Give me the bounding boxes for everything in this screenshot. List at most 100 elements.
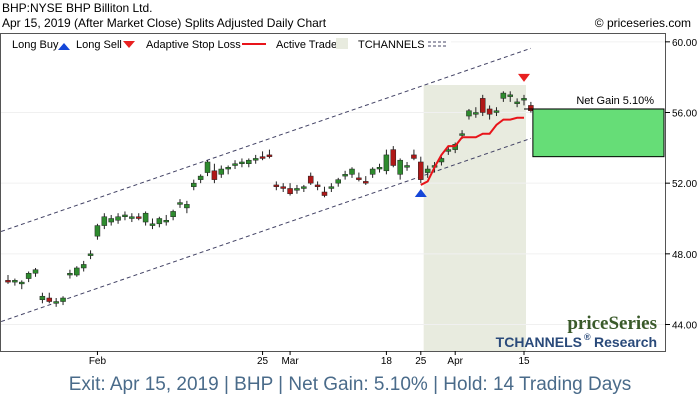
candle-up: [397, 159, 403, 175]
candle-up: [507, 94, 513, 97]
candle-up: [500, 92, 507, 99]
red-down-arrow-icon: [123, 41, 135, 48]
candle-up: [163, 220, 169, 223]
active-trade-swatch: [336, 38, 348, 49]
registered-mark: ®: [584, 332, 591, 342]
candle-down: [307, 175, 314, 184]
candle-up: [39, 295, 46, 301]
candle-up: [342, 174, 348, 177]
candle-up: [521, 98, 527, 101]
x-tick-label: 25: [257, 356, 269, 367]
candle-up: [149, 223, 156, 226]
tchannel-upper: [0, 47, 532, 232]
candle-up: [156, 218, 163, 225]
plot-frame: [0, 33, 666, 352]
candle-up: [239, 161, 245, 164]
candle-up: [129, 216, 135, 219]
x-tick-label: 25: [415, 356, 427, 367]
candle-up: [67, 273, 73, 276]
candle-down: [321, 191, 328, 196]
net-gain-label: Net Gain 5.10%: [576, 95, 654, 107]
candle-down: [486, 108, 493, 115]
candle-up: [204, 161, 211, 173]
candle-up: [466, 110, 472, 117]
candle-down: [46, 297, 53, 302]
candle-up: [328, 186, 335, 189]
candle-down: [273, 184, 280, 187]
y-tick-label: 48.00: [672, 250, 697, 261]
copyright-text: © priceseries.com: [594, 16, 691, 30]
x-tick-label: Apr: [447, 356, 463, 367]
chart-area: Net Gain 5.10% 44.00 48.00 52.00 56.00 60.00…: [0, 33, 697, 367]
candle-up: [108, 218, 114, 223]
candle-up: [246, 159, 252, 164]
candle-down: [528, 105, 534, 111]
candle-up: [301, 186, 307, 189]
x-tick-label: Feb: [89, 356, 107, 367]
blue-up-arrow-icon: [58, 43, 70, 50]
candle-up: [60, 297, 66, 302]
candle-up: [369, 168, 376, 175]
legend-adaptive-stop: Adaptive Stop Loss: [146, 39, 241, 51]
chart-title: BHP:NYSE BHP Billiton Ltd.: [2, 1, 153, 15]
legend: Long Buy Long Sell Adaptive Stop Loss Ac…: [1, 34, 451, 53]
candle-up: [514, 101, 520, 104]
footer-summary: Exit: Apr 15, 2019 | BHP | Net Gain: 5.1…: [0, 370, 700, 400]
candle-up: [12, 280, 18, 283]
net-gain-box: [532, 108, 665, 158]
candle-down: [287, 188, 293, 195]
candle-up: [404, 165, 410, 168]
legend-long-sell: Long Sell: [76, 39, 122, 51]
candle-down: [259, 156, 266, 159]
candle-down: [479, 98, 486, 113]
legend-active-trade: Active Trade: [276, 39, 337, 51]
candle-up: [32, 269, 39, 274]
candle-down: [266, 154, 273, 157]
adaptive-stop-loss-line: [420, 116, 524, 186]
candle-up: [142, 212, 149, 223]
candle-up: [252, 158, 259, 161]
candle-up: [335, 179, 341, 184]
candle-down: [314, 184, 321, 187]
x-axis: Feb 25 Mar 18 25 Apr 15: [89, 351, 530, 367]
candle-up: [294, 188, 300, 191]
priceseries-logo: priceSeries: [567, 313, 657, 334]
candle-up: [87, 253, 94, 256]
research-text: Research: [594, 334, 657, 350]
tchannels-brand: TCHANNELS: [496, 334, 582, 350]
candle-up: [473, 112, 479, 115]
legend-tchannels: TCHANNELS: [358, 39, 425, 51]
y-tick-label: 44.00: [672, 321, 697, 332]
candle-up: [19, 281, 25, 285]
candle-up: [225, 167, 231, 170]
tchannel-lower: [0, 137, 532, 323]
candle-up: [80, 264, 87, 269]
candle-up: [94, 225, 101, 237]
chart-subtitle: Apr 15, 2019 (After Market Close) Splits…: [2, 16, 327, 30]
candle-down: [135, 216, 142, 219]
candle-down: [390, 149, 397, 166]
candle-up: [424, 168, 431, 173]
candle-up: [191, 182, 197, 187]
long-buy-arrow-icon: [414, 189, 427, 197]
candle-down: [5, 280, 11, 283]
x-tick-label: Mar: [281, 356, 299, 367]
candle-up: [232, 163, 238, 166]
candle-down: [356, 177, 362, 180]
x-tick-label: 15: [518, 356, 530, 367]
candle-up: [101, 216, 108, 226]
y-axis: 44.00 48.00 52.00 56.00 60.00: [665, 38, 697, 332]
candle-up: [122, 214, 128, 217]
candle-up: [177, 202, 183, 205]
candle-up: [197, 175, 204, 180]
candle-down: [411, 154, 417, 159]
y-tick-label: 56.00: [672, 109, 697, 120]
candle-up: [376, 167, 383, 170]
tchannels: [0, 47, 532, 323]
candle-down: [211, 170, 218, 180]
candle-down: [280, 186, 286, 189]
candle-up: [493, 110, 500, 113]
y-tick-label: 52.00: [672, 179, 697, 190]
candle-down: [418, 161, 424, 180]
candle-up: [184, 204, 190, 209]
